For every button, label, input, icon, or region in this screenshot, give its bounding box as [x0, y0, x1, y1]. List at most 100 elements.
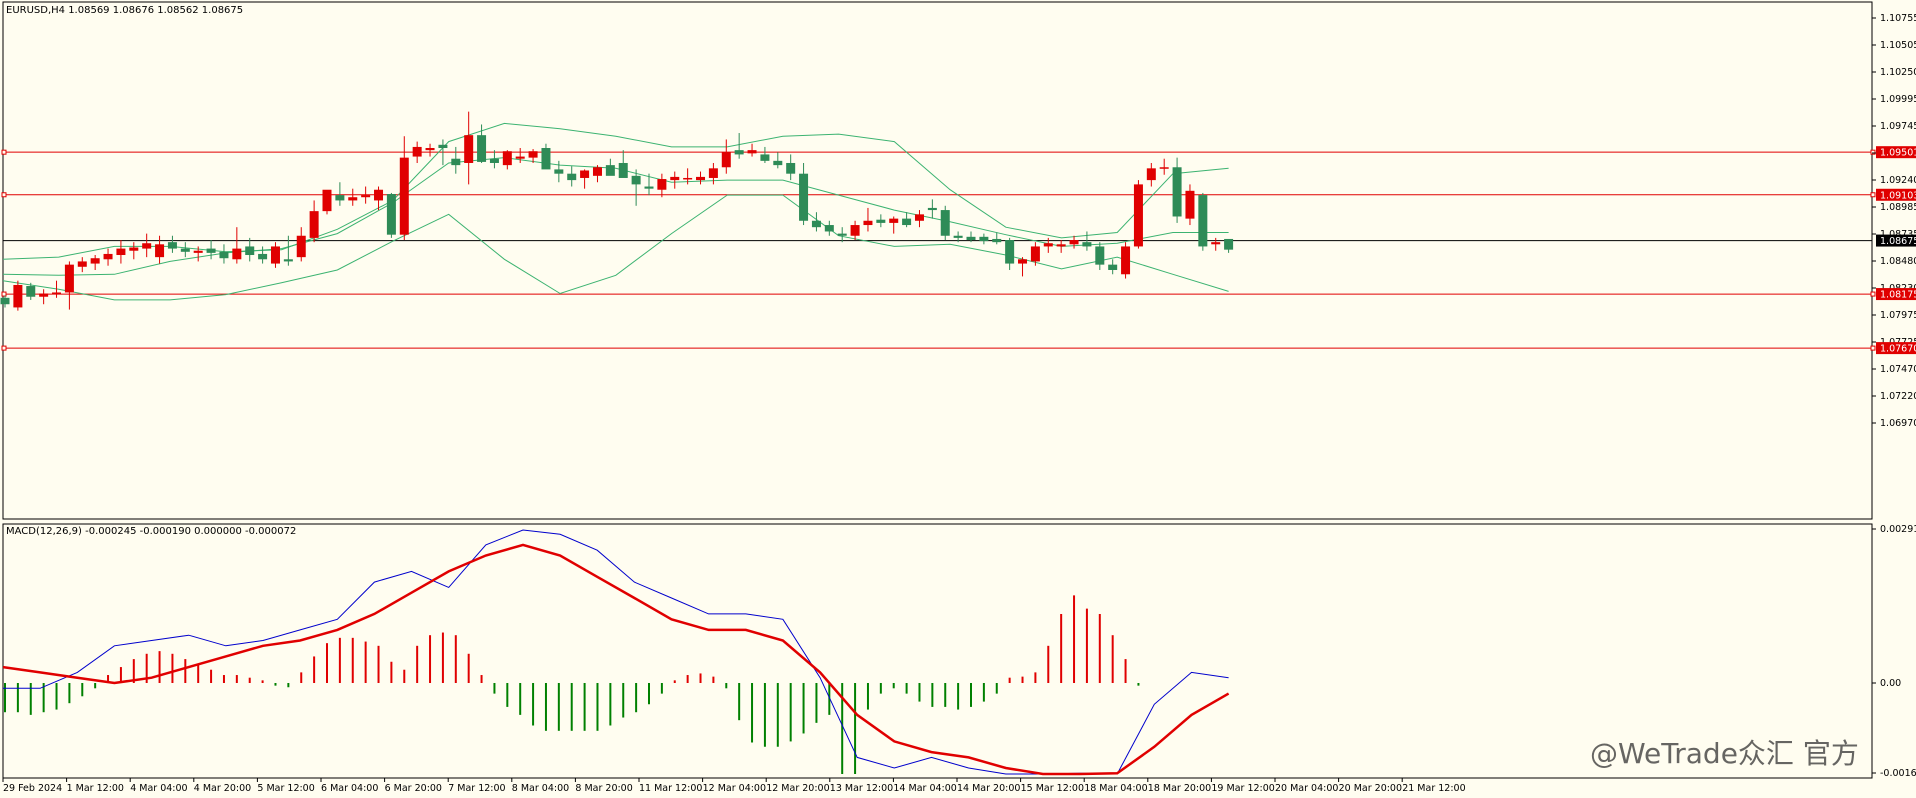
level-handle	[1870, 345, 1876, 351]
candle-body	[1082, 242, 1092, 247]
candle-body	[1172, 167, 1182, 217]
level-price-tag	[1876, 288, 1916, 301]
candle-body	[1224, 238, 1234, 250]
candle-body	[386, 194, 396, 235]
time-axis: 29 Feb 2024 1 Mar 12:00 4 Mar 04:00 4 Mar 2…	[2, 778, 1466, 794]
candle-body	[193, 250, 203, 253]
candle-body	[502, 151, 512, 166]
candle-body	[116, 248, 126, 256]
candle-body	[799, 173, 809, 221]
candle-body	[863, 220, 873, 226]
candle-body	[1198, 195, 1208, 247]
candle-body	[528, 151, 538, 158]
level-handle	[1, 345, 7, 351]
candle-body	[103, 253, 113, 260]
price-tick-label: 1.08480	[1880, 256, 1916, 267]
candle-body	[644, 186, 654, 189]
price-panel-frame	[2, 1, 1873, 520]
candle-body	[1043, 243, 1053, 247]
candle-body	[773, 160, 783, 166]
candle-body	[850, 225, 860, 236]
candle-body	[760, 154, 770, 161]
candle-body	[90, 258, 100, 264]
price-tick-label: 1.07470	[1880, 364, 1916, 375]
time-tick-label: 20 Mar 04:00	[1275, 783, 1338, 794]
candle-body	[567, 173, 577, 181]
candle-body	[683, 177, 693, 180]
time-tick-label: 11 Mar 12:00	[639, 783, 702, 794]
current-price-label: 1.08675	[1880, 236, 1916, 247]
candle-body	[270, 246, 280, 264]
price-tick-label: 1.09240	[1880, 175, 1916, 186]
level-handle	[1870, 192, 1876, 198]
watermark-text: @WeTrade众汇 官方	[1590, 737, 1859, 770]
candle-body	[155, 244, 165, 258]
candle-body	[605, 165, 615, 176]
candle-body	[258, 253, 268, 260]
time-tick-label: 20 Mar 20:00	[1339, 783, 1402, 794]
price-tick-label: 1.09745	[1880, 121, 1916, 132]
candle-body	[1095, 246, 1105, 265]
time-tick-label: 1 Mar 12:00	[67, 783, 124, 794]
level-price-tag	[1876, 188, 1916, 201]
time-tick-label: 5 Mar 12:00	[257, 783, 314, 794]
level-handle	[1, 291, 7, 297]
candle-body	[361, 195, 371, 198]
candle-body	[64, 264, 74, 293]
macd-panel-frame	[2, 523, 1873, 779]
time-tick-label: 7 Mar 12:00	[448, 783, 505, 794]
candle-body	[451, 158, 461, 166]
candle-body	[953, 235, 963, 238]
time-tick-label: 8 Mar 20:00	[575, 783, 632, 794]
macd-tick-label: 0.002911	[1880, 524, 1916, 535]
candle-body	[541, 148, 551, 170]
price-tags: 1.09501 1.09103 1.08175 1.07670 1.08675	[1876, 146, 1916, 355]
candle-body	[219, 251, 229, 259]
price-tick-label: 1.08985	[1880, 202, 1916, 213]
time-tick-label: 29 Feb 2024	[3, 783, 62, 794]
candle-body	[232, 248, 242, 260]
time-tick-label: 19 Mar 12:00	[1211, 783, 1274, 794]
time-tick-label: 6 Mar 20:00	[385, 783, 442, 794]
candle-body	[902, 218, 912, 226]
time-tick-label: 13 Mar 12:00	[830, 783, 893, 794]
candle-body	[631, 175, 641, 185]
current-price-tag	[1876, 234, 1916, 247]
price-tick-label: 1.10755	[1880, 13, 1916, 24]
level-price-tag	[1876, 146, 1916, 159]
price-tick-label: 1.06970	[1880, 418, 1916, 429]
candle-body	[1211, 242, 1221, 245]
level-handle	[1870, 291, 1876, 297]
time-tick-label: 18 Mar 20:00	[1148, 783, 1211, 794]
candle-body	[734, 150, 744, 155]
candle-body	[13, 284, 23, 308]
level-price-label: 1.09501	[1880, 148, 1916, 159]
macd-label: MACD(12,26,9) -0.000245 -0.000190 0.0000…	[6, 526, 296, 537]
candle-body	[399, 157, 409, 235]
candle-body	[26, 286, 36, 297]
candle-body	[1108, 264, 1118, 270]
time-tick-label: 4 Mar 20:00	[194, 783, 251, 794]
candle-body	[206, 248, 216, 253]
candle-body	[180, 248, 190, 252]
candle-body	[876, 219, 886, 223]
candle-body	[811, 220, 821, 228]
time-tick-label: 21 Mar 12:00	[1402, 783, 1465, 794]
price-tick-label: 1.10505	[1880, 40, 1916, 51]
candle-body	[489, 158, 499, 163]
macd-tick-label: 0.00	[1880, 678, 1901, 689]
candle-body	[296, 235, 306, 258]
price-axis: 1.107551.105051.102501.099951.097451.094…	[1872, 13, 1916, 429]
candle-body	[618, 162, 628, 178]
candle-body	[1005, 240, 1015, 264]
candle-body	[837, 233, 847, 236]
level-handle	[1870, 149, 1876, 155]
candle-body	[940, 210, 950, 236]
time-tick-label: 15 Mar 12:00	[1021, 783, 1084, 794]
candle-body	[696, 176, 706, 181]
time-tick-label: 4 Mar 04:00	[130, 783, 187, 794]
candle-body	[348, 197, 358, 201]
candle-body	[309, 211, 319, 238]
candle-body	[670, 176, 680, 181]
level-price-label: 1.09103	[1880, 190, 1916, 201]
